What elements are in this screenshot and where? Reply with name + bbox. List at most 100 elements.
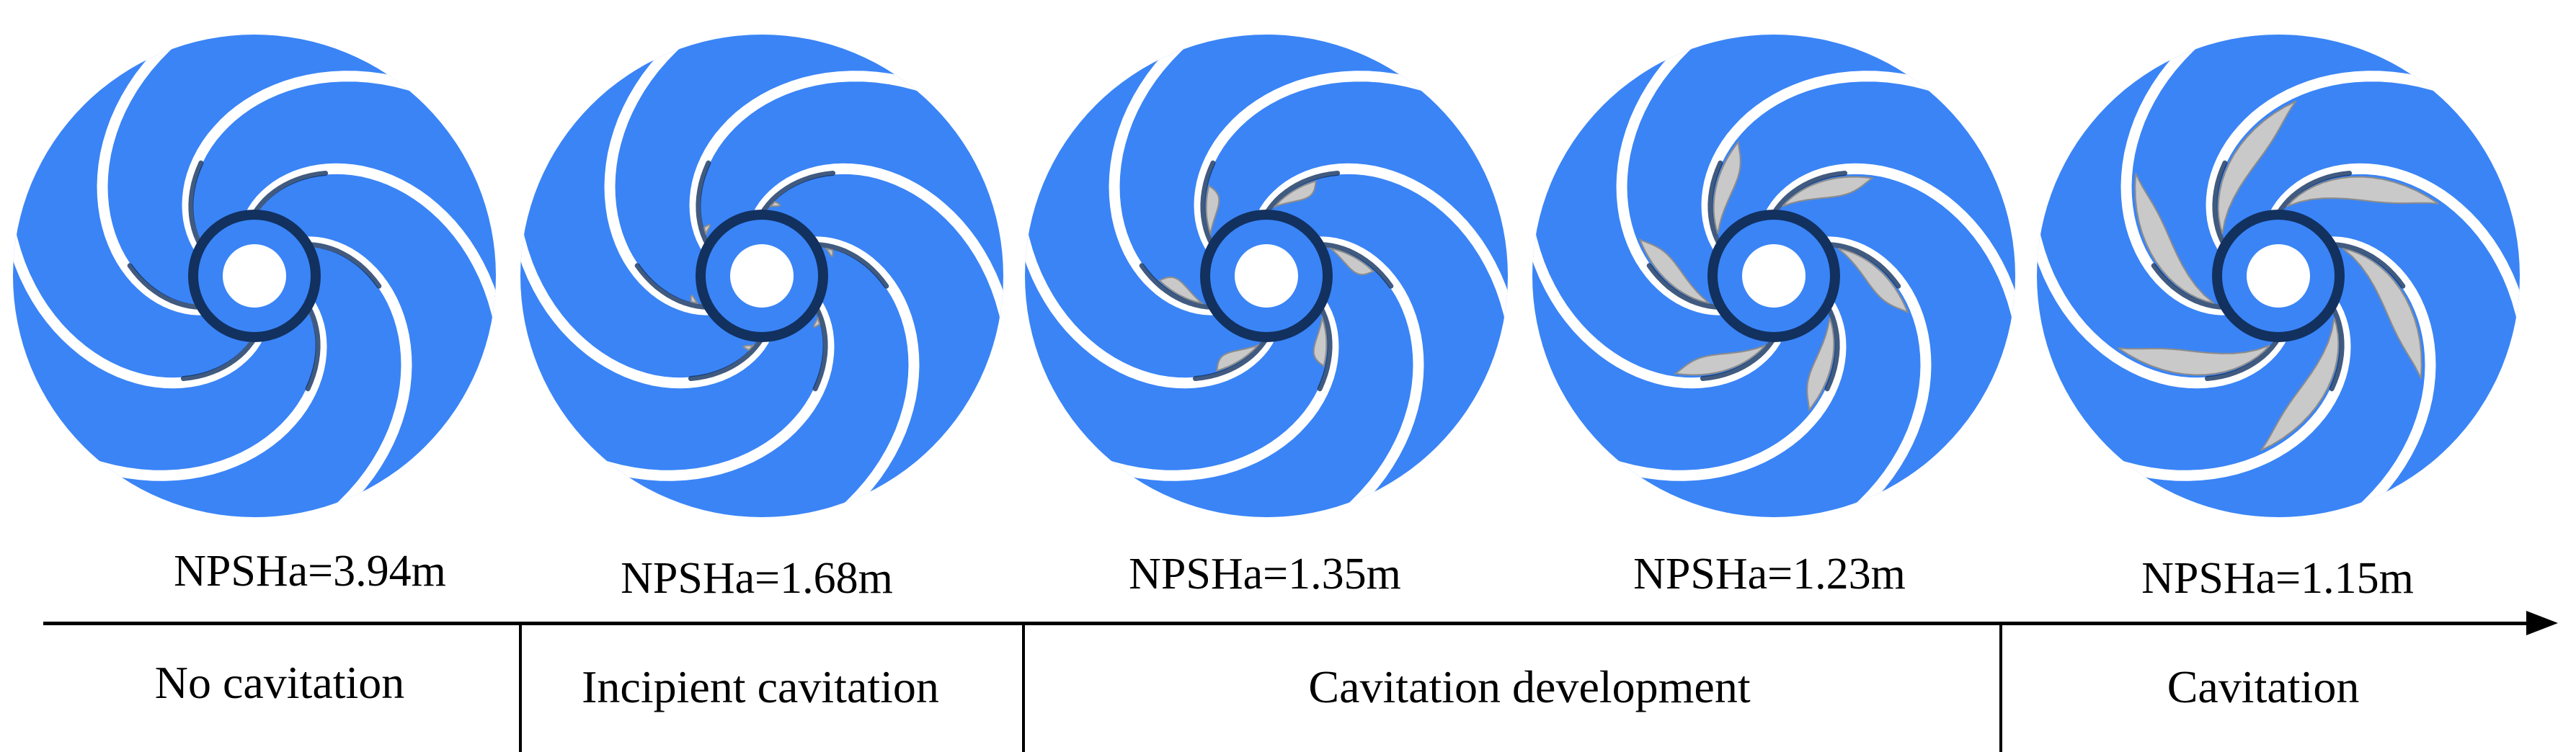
blade-gap — [69, 283, 327, 481]
shaft-hole — [2247, 244, 2310, 308]
blade-gap — [2037, 205, 2294, 389]
npsh-label-1: NPSHa=3.94m — [174, 547, 446, 596]
blade-gap — [97, 35, 227, 315]
blade-gap — [1294, 236, 1424, 517]
blade-shadow — [696, 160, 714, 253]
npsh-label-4: NPSHa=1.23m — [1633, 550, 1906, 599]
blade-shadow — [180, 331, 260, 381]
cavity-region — [1673, 344, 1766, 376]
cavity-region — [2217, 100, 2297, 234]
blade-gap — [746, 163, 1003, 346]
blade-shadow — [1312, 242, 1394, 289]
impeller-svg — [13, 35, 496, 517]
cavity-region — [2134, 173, 2215, 304]
blade-gap — [182, 71, 440, 269]
cavity-region — [2260, 318, 2340, 452]
blade-gap — [1081, 283, 1339, 481]
blade-shadow — [810, 299, 828, 392]
blade-shadow — [127, 263, 209, 310]
cavity-region — [703, 223, 711, 236]
blade-shadow — [2324, 242, 2406, 289]
cavity-region — [2342, 248, 2422, 379]
blade-gap — [1701, 71, 1959, 269]
blade-shadow — [249, 171, 329, 221]
blade-shadow — [1819, 242, 1901, 289]
cavity-region — [1205, 184, 1220, 237]
stage-divider-2 — [1022, 623, 1025, 752]
stage-label-development: Cavitation development — [1308, 661, 1751, 712]
cavity-region — [1782, 176, 1875, 207]
blade-gap — [2206, 71, 2464, 269]
blade-gap — [1109, 35, 1239, 315]
cavity-region — [2118, 344, 2270, 376]
blade-shadow — [2204, 331, 2284, 381]
blade-gap — [1589, 283, 1847, 481]
blade-gap — [789, 236, 920, 517]
impeller-image-3 — [1018, 27, 1515, 524]
cavity-region — [813, 316, 821, 328]
stage-divider-1 — [519, 623, 522, 752]
blade-gap — [2120, 35, 2251, 315]
cavity-region — [1216, 344, 1261, 372]
blade-shadow — [300, 242, 382, 289]
cavity-region — [1713, 140, 1741, 234]
stage-label-incipient: Incipient cavitation — [582, 661, 939, 712]
blade-gap — [13, 205, 270, 389]
blade-gap — [577, 283, 835, 481]
impeller-svg — [2037, 35, 2520, 517]
stage-label-cavitation: Cavitation — [2167, 661, 2360, 712]
blade-shadow — [1192, 331, 1272, 381]
blade-gap — [2306, 236, 2436, 517]
blade-shadow — [634, 263, 716, 310]
cavity-region — [1328, 247, 1375, 276]
impeller-svg — [1025, 35, 1508, 517]
blade-shadow — [2151, 263, 2233, 310]
blade-shadow — [1646, 263, 1728, 310]
blade-gap — [2262, 163, 2520, 346]
cavity-region — [1272, 179, 1317, 208]
cavity-region — [768, 200, 781, 207]
blade-gap — [604, 35, 734, 315]
blade-shadow — [1261, 171, 1341, 221]
blade-gap — [520, 205, 778, 389]
blade-shadow — [1768, 171, 1848, 221]
cavity-region — [825, 247, 834, 257]
blade-gap — [1801, 236, 1932, 517]
blade-shadow — [2212, 160, 2230, 253]
shaft-hole — [730, 244, 794, 308]
impeller-svg — [520, 35, 1003, 517]
blade-gap — [689, 71, 947, 269]
blade-gap — [1532, 205, 1790, 389]
cavity-region — [690, 295, 699, 305]
blade-shadow — [1707, 160, 1726, 253]
blade-shadow — [1139, 263, 1221, 310]
blade-shadow — [756, 171, 836, 221]
impeller-svg — [1532, 35, 2015, 517]
shaft-hole — [1742, 244, 1806, 308]
npsh-label-5: NPSHa=1.15m — [2141, 554, 2414, 603]
cavity-region — [1806, 318, 1835, 412]
impeller-image-1 — [6, 27, 503, 524]
blade-gap — [1251, 163, 1508, 346]
blade-gap — [1616, 35, 1746, 315]
npsh-label-3: NPSHa=1.35m — [1129, 550, 1401, 599]
blade-gap — [1758, 163, 2015, 346]
blade-gap — [1025, 205, 1282, 389]
impeller-image-5 — [2030, 27, 2527, 524]
npsh-label-2: NPSHa=1.68m — [621, 554, 893, 603]
cavity-region — [1638, 238, 1710, 304]
blade-shadow — [2327, 299, 2345, 392]
blade-shadow — [2273, 171, 2353, 221]
shaft-hole — [1235, 244, 1298, 308]
impeller-image-4 — [1525, 27, 2022, 524]
shaft-hole — [223, 244, 286, 308]
blade-shadow — [1822, 299, 1840, 392]
stage-label-no-cavitation: No cavitation — [154, 657, 405, 708]
impeller-image-2 — [513, 27, 1011, 524]
blade-gap — [239, 163, 496, 346]
blade-shadow — [303, 299, 321, 392]
npsh-axis-line — [43, 622, 2530, 625]
blade-shadow — [188, 160, 206, 253]
cavity-region — [1837, 248, 1909, 314]
cavity-region — [1158, 276, 1205, 305]
